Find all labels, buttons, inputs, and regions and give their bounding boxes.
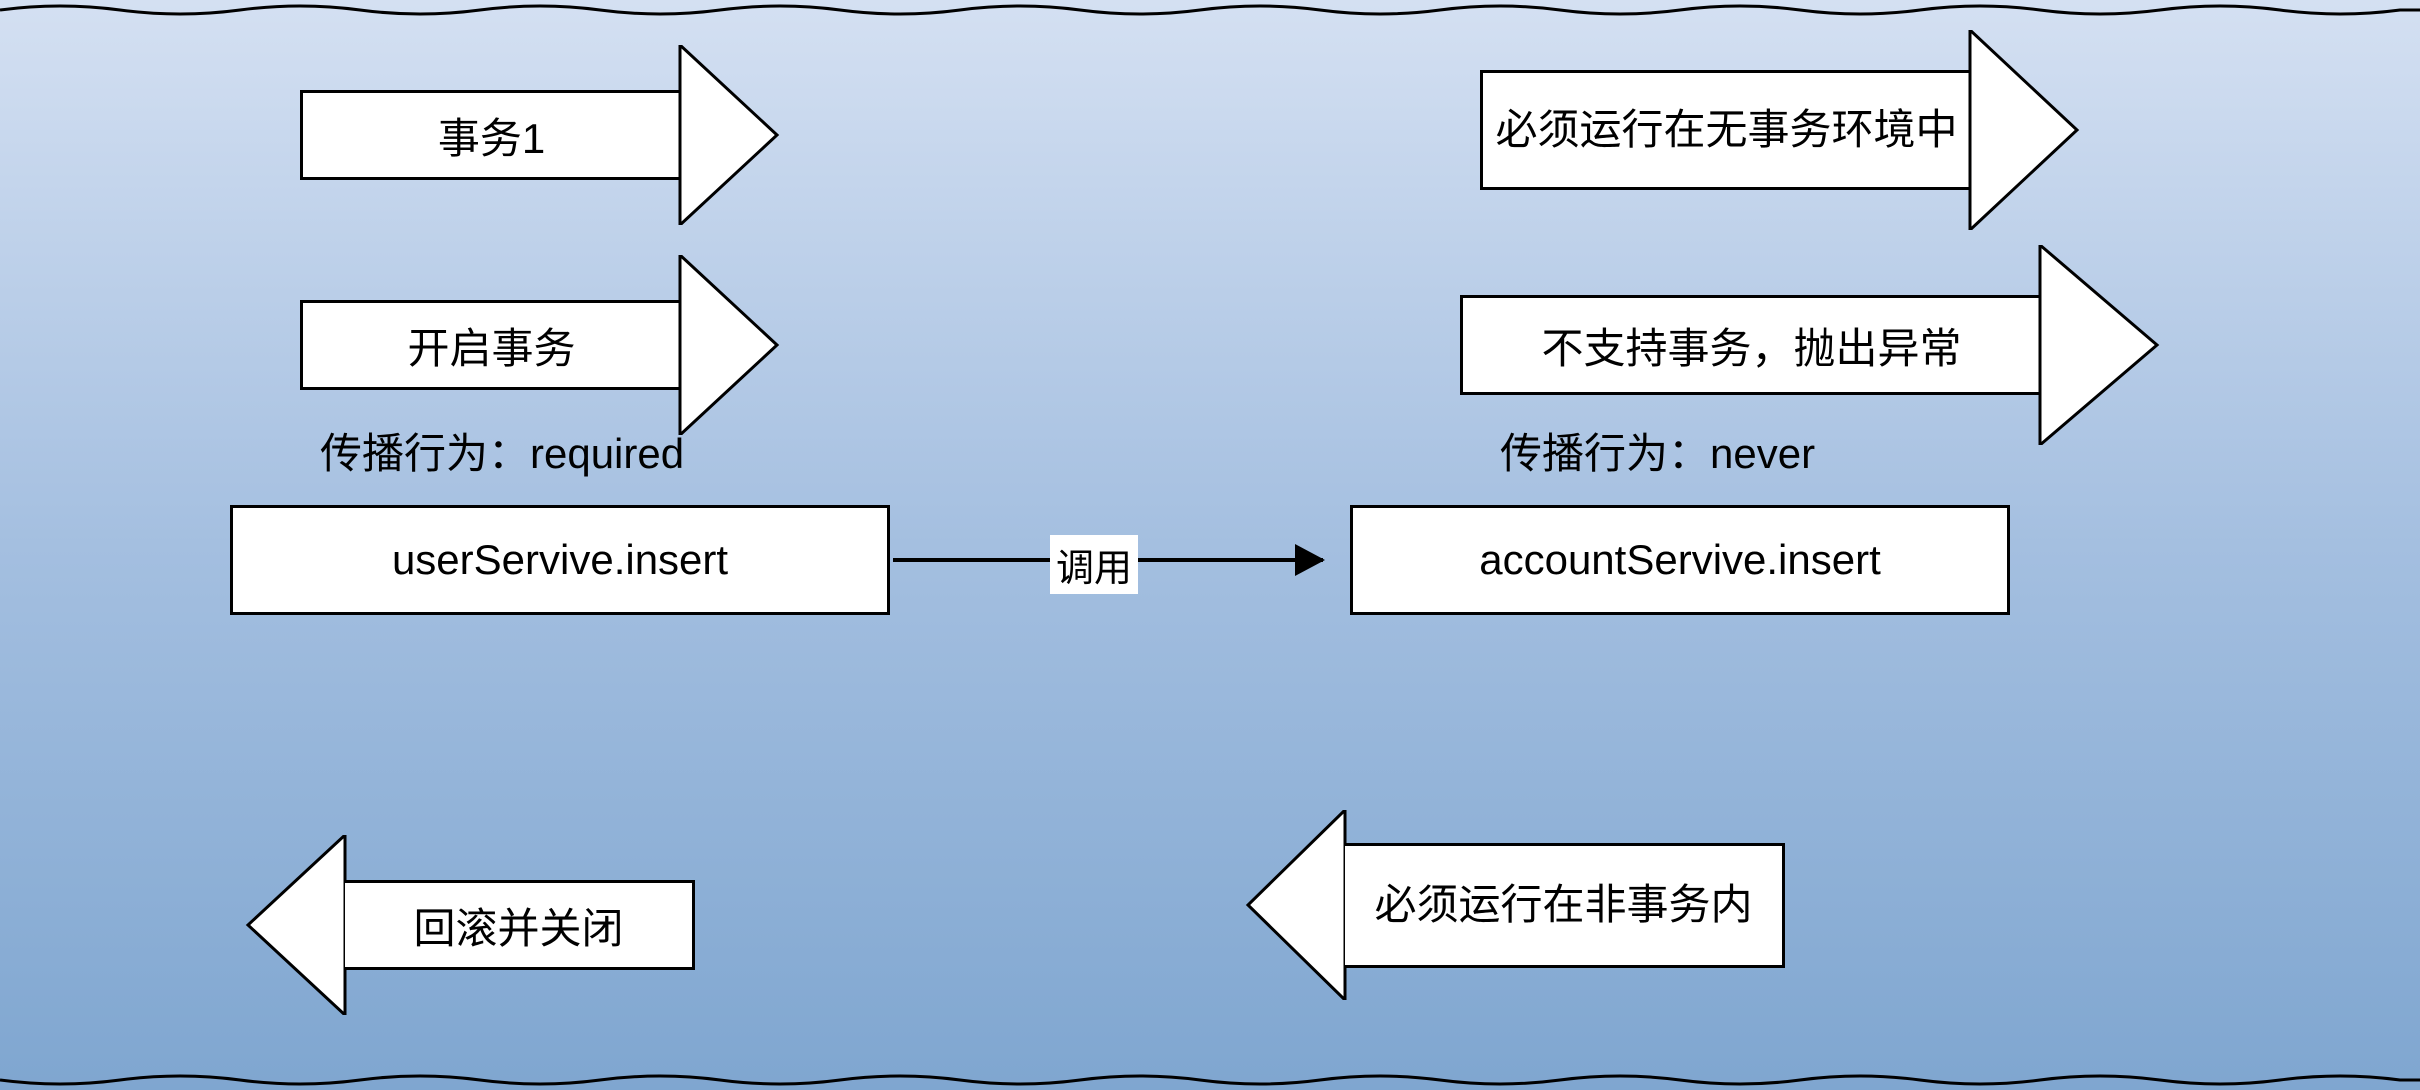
arrow-transaction-1: 事务1 — [300, 45, 780, 225]
top-wave-border — [0, 0, 2420, 20]
arrow-label: 必须运行在非事务内 — [1374, 880, 1752, 930]
user-service-box: userServive.insert — [230, 505, 890, 615]
arrow-label: 开启事务 — [407, 315, 575, 376]
arrow-must-non-tx: 必须运行在非事务内 — [1245, 810, 1785, 1000]
call-edge-label: 调用 — [1050, 535, 1138, 594]
arrow-label: 必须运行在无事务环境中 — [1495, 105, 1957, 155]
diagram-canvas: 事务1 开启事务 必须运行在无事务环境中 不支持事务，抛出异常 传播行 — [0, 0, 2420, 1090]
arrow-label: 不支持事务，抛出异常 — [1541, 315, 1961, 376]
arrow-rollback-close: 回滚并关闭 — [245, 835, 695, 1015]
arrow-label: 事务1 — [438, 105, 545, 166]
arrow-start-transaction: 开启事务 — [300, 255, 780, 435]
account-service-box: accountServive.insert — [1350, 505, 2010, 615]
arrow-not-support-exception: 不支持事务，抛出异常 — [1460, 245, 2160, 445]
bottom-wave-border — [0, 1070, 2420, 1090]
box-label: userServive.insert — [392, 536, 728, 584]
box-label: accountServive.insert — [1479, 536, 1881, 584]
arrow-must-no-tx-env: 必须运行在无事务环境中 — [1480, 30, 2080, 230]
propagation-label-right: 传播行为：never — [1500, 420, 1815, 481]
arrow-label: 回滚并关闭 — [413, 895, 623, 956]
propagation-label-left: 传播行为：required — [320, 420, 684, 481]
